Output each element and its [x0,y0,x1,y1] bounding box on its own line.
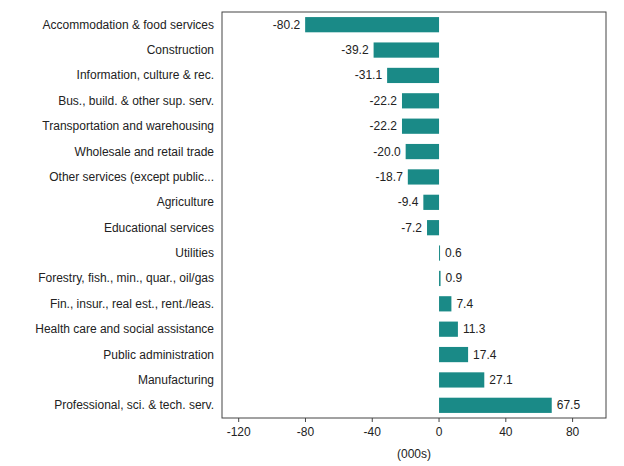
category-label: Transportation and warehousing [42,119,214,133]
data-label: -7.2 [401,221,422,235]
data-label: 11.3 [463,322,486,336]
bar [374,42,439,57]
bar [439,296,451,311]
data-label: 67.5 [557,398,581,412]
x-axis: -120 -80 -40 0 40 80 [227,418,580,439]
category-label: Information, culture & rec. [77,68,214,82]
bars [305,17,552,413]
data-label: -18.7 [375,170,403,184]
data-label: -22.2 [370,119,398,133]
category-label: Construction [147,43,214,57]
category-label: Forestry, fish., min., quar., oil/gas [38,271,214,285]
y-axis: Accommodation & food services Constructio… [35,18,214,413]
bar [402,119,439,134]
category-label: Educational services [104,221,214,235]
x-tick-label: -40 [364,425,382,439]
data-label: -31.1 [355,68,383,82]
data-label: -22.2 [370,94,398,108]
bar [427,220,439,235]
x-tick [505,418,506,422]
data-label: -20.0 [373,145,401,159]
category-label: Agriculture [157,195,215,209]
category-label: Other services (except public... [49,170,214,184]
category-label: Health care and social assistance [35,322,214,336]
category-label: Manufacturing [138,373,214,387]
x-tick-label: -120 [227,425,251,439]
category-label: Accommodation & food services [43,18,214,32]
data-label: 17.4 [473,348,497,362]
bar [387,68,439,83]
category-label: Public administration [103,348,214,362]
x-tick [572,418,573,422]
category-label: Wholesale and retail trade [75,145,215,159]
bar [439,398,552,413]
bar [408,169,439,184]
bar [305,17,439,32]
data-label: 0.9 [446,271,463,285]
bar [439,372,484,387]
category-label: Bus., build. & other sup. serv. [58,94,214,108]
bar [402,93,439,108]
category-label: Utilities [175,246,214,260]
data-label: 27.1 [489,373,513,387]
bar [439,322,458,337]
x-tick-label: -80 [297,425,315,439]
data-label: 7.4 [456,297,473,311]
data-label: 0.6 [445,246,462,260]
plot-frame [222,12,606,418]
bar [439,347,468,362]
x-tick-label: 0 [436,425,443,439]
x-tick-label: 40 [499,425,513,439]
category-label: Professional, sci. & tech. serv. [54,398,214,412]
bar [423,195,439,210]
data-label: -80.2 [273,18,301,32]
data-label: -39.2 [341,43,369,57]
chart: -120 -80 -40 0 40 80 Accommodation & food serv… [0,0,624,466]
x-tick [238,418,239,422]
x-tick [439,418,440,422]
x-tick-label: 80 [566,425,580,439]
x-axis-label: (000s) [397,447,431,461]
x-tick [305,418,306,422]
bar [406,144,439,159]
bar [439,271,441,286]
x-tick [372,418,373,422]
category-label: Fin., insur., real est., rent./leas. [50,297,214,311]
data-labels: -80.2 -39.2 -31.1 -22.2 -22.2 -20.0 -18.7 -9.4 -… [273,18,581,413]
bar [439,245,440,260]
data-label: -9.4 [398,195,419,209]
